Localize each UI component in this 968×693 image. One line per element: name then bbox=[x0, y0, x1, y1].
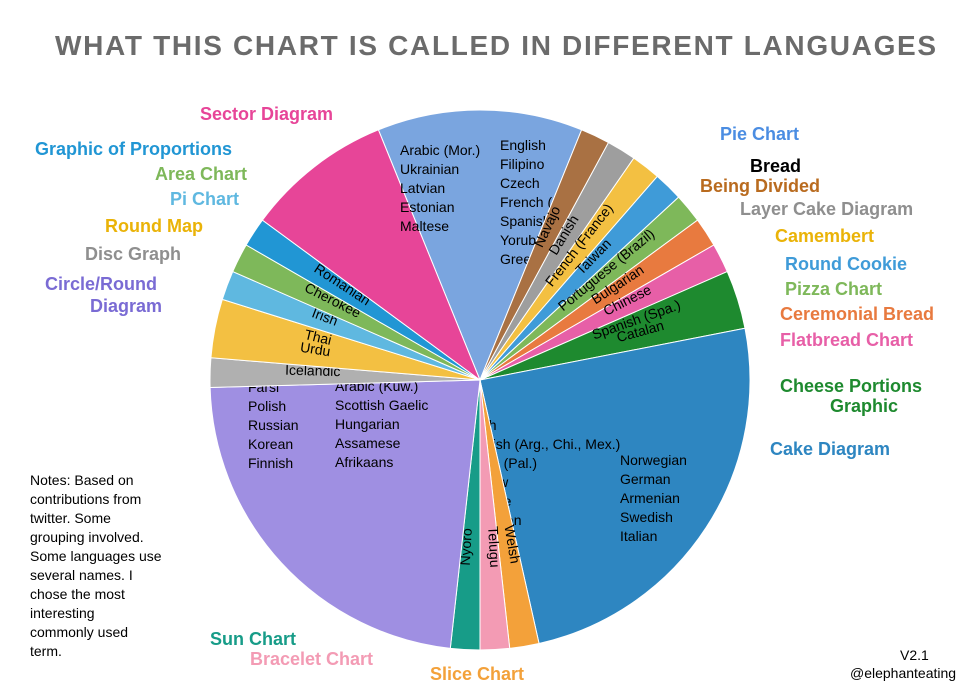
inner-label: Estonian bbox=[400, 199, 454, 215]
ext-label-layer-cake-diagram: Layer Cake Diagram bbox=[740, 199, 913, 219]
ext-label-cake-diagram: Cake Diagram bbox=[770, 439, 890, 459]
ext-label-disc-graph: Disc Graph bbox=[85, 244, 181, 264]
ext-label-area-chart: Area Chart bbox=[155, 164, 247, 184]
notes-line: twitter. Some bbox=[30, 510, 111, 526]
inner-label: Scottish Gaelic bbox=[335, 397, 428, 413]
ext-label-bread: Bread bbox=[750, 156, 801, 176]
inner-label: Hungarian bbox=[335, 416, 400, 432]
inner-label: Armenian bbox=[620, 490, 680, 506]
inner-label: Finnish bbox=[248, 455, 293, 471]
page-title: WHAT THIS CHART IS CALLED IN DIFFERENT L… bbox=[55, 30, 938, 61]
inner-label: Italian bbox=[620, 528, 657, 544]
ext-label-sector-diagram: Sector Diagram bbox=[200, 104, 333, 124]
notes-line: Notes: Based on bbox=[30, 472, 134, 488]
notes-line: chose the most bbox=[30, 586, 125, 602]
ext-label-slice-chart: Slice Chart bbox=[430, 664, 524, 684]
inner-label: Assamese bbox=[335, 435, 401, 451]
inner-label: Maltese bbox=[400, 218, 449, 234]
inner-label: Arabic (Mor.) bbox=[400, 142, 480, 158]
inner-label: Ukrainian bbox=[400, 161, 459, 177]
ext-label-pie-chart: Pie Chart bbox=[720, 124, 799, 144]
ext-label-sun-chart: Sun Chart bbox=[210, 629, 296, 649]
ext-label-circle-round: Circle/Round bbox=[45, 274, 157, 294]
inner-label: Czech bbox=[500, 175, 540, 191]
ext-label-pi-chart: Pi Chart bbox=[170, 189, 239, 209]
ext-label-bracelet-chart: Bracelet Chart bbox=[250, 649, 373, 669]
inner-label: Korean bbox=[248, 436, 293, 452]
ext-label-camembert: Camembert bbox=[775, 226, 874, 246]
ext-label-diagram: Diagram bbox=[90, 296, 162, 316]
notes-line: several names. I bbox=[30, 567, 133, 583]
inner-label: German bbox=[620, 471, 671, 487]
inner-label: Latvian bbox=[400, 180, 445, 196]
ext-label-ceremonial-bread: Ceremonial Bread bbox=[780, 304, 934, 324]
inner-label: Telugu bbox=[485, 526, 503, 568]
inner-label: English bbox=[500, 137, 546, 153]
inner-label: Russian bbox=[248, 417, 299, 433]
ext-label-graphic-of-proportions: Graphic of Proportions bbox=[35, 139, 232, 159]
ext-label-round-map: Round Map bbox=[105, 216, 203, 236]
notes-line: commonly used bbox=[30, 624, 128, 640]
inner-label: Afrikaans bbox=[335, 454, 393, 470]
ext-label-cheese-portions: Cheese Portions bbox=[780, 376, 922, 396]
notes-line: grouping involved. bbox=[30, 529, 144, 545]
notes-line: interesting bbox=[30, 605, 95, 621]
inner-label: Filipino bbox=[500, 156, 545, 172]
pie-chart-infographic: WHAT THIS CHART IS CALLED IN DIFFERENT L… bbox=[0, 0, 968, 693]
notes-line: term. bbox=[30, 643, 62, 659]
version: V2.1 bbox=[900, 647, 929, 663]
ext-label-round-cookie: Round Cookie bbox=[785, 254, 907, 274]
ext-label-flatbread-chart: Flatbread Chart bbox=[780, 330, 913, 350]
notes-line: Some languages use bbox=[30, 548, 162, 564]
inner-label: Swedish bbox=[620, 509, 673, 525]
ext-label-being-divided: Being Divided bbox=[700, 176, 820, 196]
pie: EnglishFilipinoCzechFrench (Que.)Spanish… bbox=[210, 110, 750, 650]
credit: @elephanteating bbox=[850, 665, 956, 681]
ext-label-pizza-chart: Pizza Chart bbox=[785, 279, 882, 299]
ext-label-graphic: Graphic bbox=[830, 396, 898, 416]
inner-label: Norwegian bbox=[620, 452, 687, 468]
notes-line: contributions from bbox=[30, 491, 141, 507]
inner-label: Polish bbox=[248, 398, 286, 414]
